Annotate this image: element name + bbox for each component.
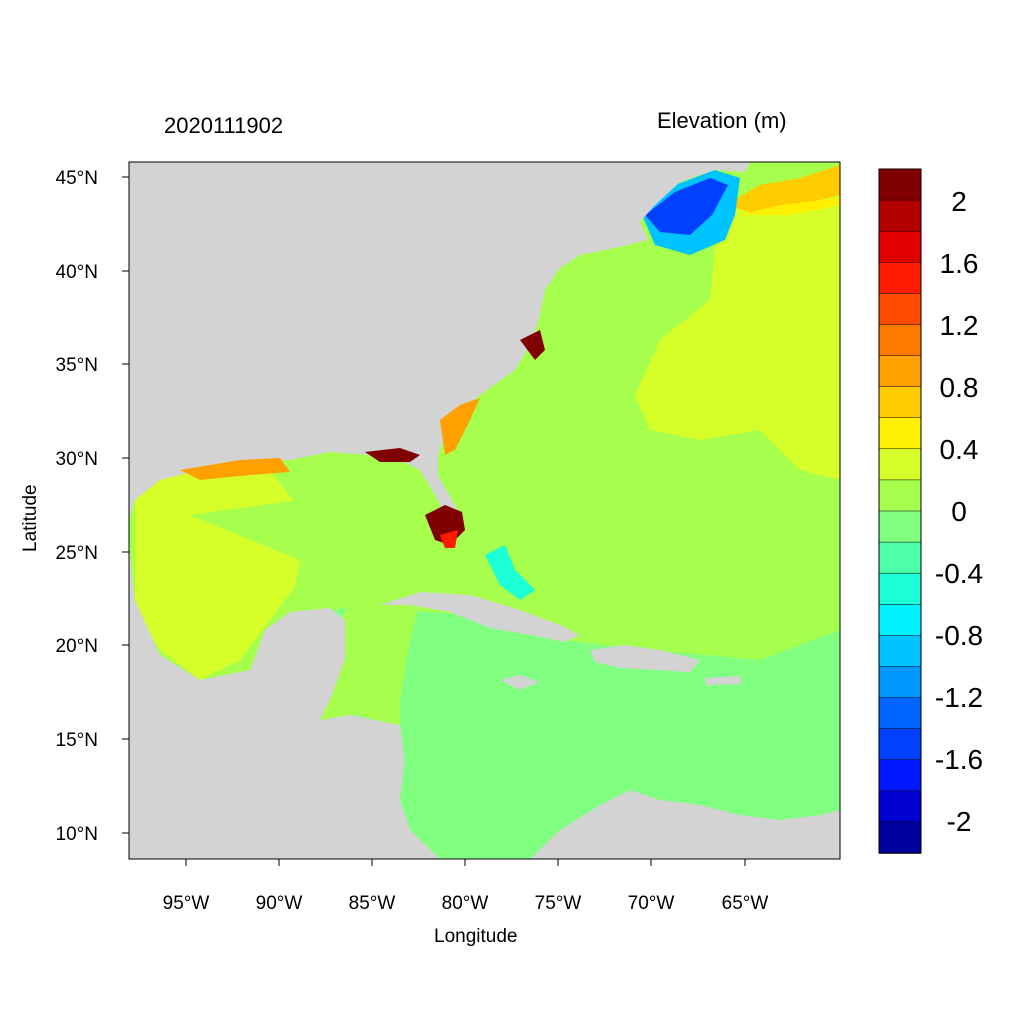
- land-south-america: [530, 790, 840, 859]
- colorbar-swatch: [878, 572, 922, 606]
- lat-tick-label: 15°N: [56, 730, 98, 751]
- map-area: [129, 162, 840, 859]
- lon-tick-label: 85°W: [349, 893, 396, 914]
- land-puerto-rico: [705, 676, 742, 685]
- colorbar-swatch: [878, 199, 922, 232]
- colorbar-label: -0.8: [935, 620, 983, 651]
- colorbar-swatch: [878, 666, 922, 699]
- colorbar-swatch: [878, 355, 922, 388]
- colorbar-label: 2: [951, 186, 967, 217]
- lat-tick-label: 30°N: [56, 449, 98, 470]
- x-axis-label: Longitude: [434, 926, 518, 947]
- lat-tick-label: 10°N: [56, 824, 98, 845]
- colorbar-label: 1.2: [940, 310, 979, 341]
- lon-tick-label: 90°W: [256, 893, 303, 914]
- lon-tick-label: 75°W: [535, 893, 582, 914]
- lat-tick-label: 35°N: [56, 355, 98, 376]
- surge-florida-keys: [440, 530, 458, 548]
- colorbar-swatch: [878, 697, 922, 730]
- colorbar-label: 0.4: [940, 434, 979, 465]
- lon-tick-label: 95°W: [163, 893, 210, 914]
- colorbar-swatch: [878, 759, 922, 792]
- colorbar-swatch: [878, 821, 922, 854]
- colorbar-swatch: [878, 479, 922, 512]
- lat-axis: [122, 176, 129, 834]
- colorbar-swatch: [878, 448, 922, 481]
- colorbar-label: 1.6: [940, 248, 979, 279]
- lat-tick-labels: 45°N 40°N 35°N 30°N 25°N 20°N 15°N 10°N: [56, 168, 98, 845]
- variable-title: Elevation (m): [657, 108, 787, 133]
- y-axis-label: Latitude: [20, 484, 41, 552]
- ocean-scotian-shelf: [725, 165, 840, 215]
- surge-louisiana-coast: [180, 458, 290, 480]
- colorbar: [878, 168, 922, 854]
- colorbar-label: -2: [947, 806, 972, 837]
- lat-tick-label: 40°N: [56, 262, 98, 283]
- surge-big-bend: [365, 448, 420, 462]
- timestamp-label: 2020111902: [164, 113, 284, 138]
- ocean-gulf-north: [190, 495, 420, 610]
- colorbar-swatch: [878, 262, 922, 295]
- colorbar-frame: [878, 168, 922, 854]
- land-hispaniola: [590, 645, 700, 672]
- surge-carolina-coast: [520, 330, 545, 360]
- lat-tick-label: 45°N: [56, 168, 98, 189]
- lat-tick-label: 25°N: [56, 543, 98, 564]
- colorbar-swatch: [878, 417, 922, 450]
- ocean-scotian-shelf-east: [740, 198, 840, 215]
- colorbar-labels: 2 1.6 1.2 0.8 0.4 0 -0.4 -0.8 -1.2 -1.6 …: [935, 186, 983, 837]
- colorbar-swatch: [878, 386, 922, 419]
- land-jamaica: [500, 675, 540, 690]
- colorbar-swatch: [878, 604, 922, 637]
- colorbar-label: -1.2: [935, 682, 983, 713]
- colorbar-label: -0.4: [935, 558, 983, 589]
- lon-axis: [185, 859, 746, 866]
- lon-tick-labels: 95°W 90°W 85°W 80°W 75°W 70°W 65°W: [163, 893, 769, 914]
- lat-tick-label: 20°N: [56, 636, 98, 657]
- colorbar-swatch: [878, 728, 922, 761]
- surge-georgia-coast: [440, 398, 480, 455]
- colorbar-swatch: [878, 168, 922, 201]
- ocean-north-atlantic: [635, 190, 840, 480]
- colorbar-label: -1.6: [935, 744, 983, 775]
- colorbar-label: 0.8: [940, 372, 979, 403]
- colorbar-swatch: [878, 324, 922, 357]
- ocean-bahamas-shallows: [485, 545, 535, 600]
- land-mexico-central-america: [129, 545, 440, 859]
- colorbar-swatch: [878, 510, 922, 543]
- lon-tick-label: 65°W: [722, 893, 769, 914]
- lon-tick-label: 70°W: [628, 893, 675, 914]
- colorbar-swatch: [878, 230, 922, 264]
- ocean-gulf-of-maine-core: [645, 178, 728, 235]
- colorbar-swatch: [878, 790, 922, 823]
- plot-frame: [128, 161, 841, 860]
- colorbar-swatch: [878, 541, 922, 574]
- colorbar-swatch: [878, 293, 922, 326]
- land-north-america: [129, 162, 750, 530]
- colorbar-label: 0: [951, 496, 967, 527]
- land-cuba: [380, 592, 580, 642]
- colorbar-swatch: [878, 635, 922, 668]
- ocean-caribbean: [300, 600, 840, 859]
- lon-tick-label: 80°W: [442, 893, 489, 914]
